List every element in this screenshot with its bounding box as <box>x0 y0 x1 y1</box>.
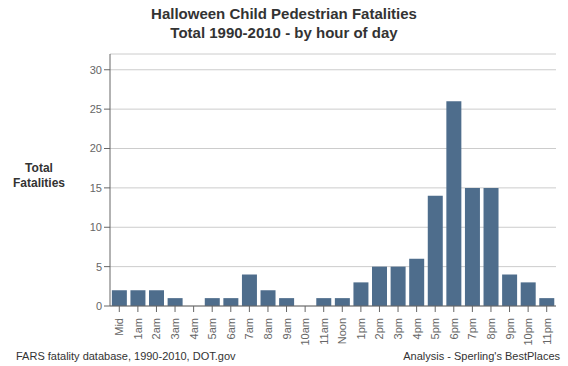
html-text:FARS fatality database, 1990-2: FARS fatality database, 1990-2010, DOT.g… <box>16 350 236 362</box>
svg-text:4am: 4am <box>188 318 200 339</box>
html-text:Analysis - Sperling's BestPlac: Analysis - Sperling's BestPlaces <box>403 350 560 362</box>
svg-text:3pm: 3pm <box>392 318 404 339</box>
svg-text:9pm: 9pm <box>504 318 516 339</box>
svg-text:30: 30 <box>90 64 102 76</box>
svg-text:15: 15 <box>90 182 102 194</box>
svg-text:8am: 8am <box>262 318 274 339</box>
svg-text:10am: 10am <box>299 318 311 346</box>
svg-text:5pm: 5pm <box>429 318 441 339</box>
svg-text:5: 5 <box>96 261 102 273</box>
svg-text:8pm: 8pm <box>485 318 497 339</box>
svg-text:7pm: 7pm <box>466 318 478 339</box>
svg-text:10pm: 10pm <box>522 318 534 346</box>
svg-text:9am: 9am <box>281 318 293 339</box>
svg-text:6pm: 6pm <box>448 318 460 339</box>
svg-text:25: 25 <box>90 103 102 115</box>
svg-text:10: 10 <box>90 221 102 233</box>
svg-text:7am: 7am <box>243 318 255 339</box>
svg-text:Noon: Noon <box>336 318 348 344</box>
svg-text:2am: 2am <box>150 318 162 339</box>
svg-text:1pm: 1pm <box>355 318 367 339</box>
svg-text:2pm: 2pm <box>373 318 385 339</box>
html-text:Fatalities: Fatalities <box>13 176 65 190</box>
svg-text:5am: 5am <box>206 318 218 339</box>
html-text:Halloween Child Pedestrian Fat: Halloween Child Pedestrian Fatalities <box>151 5 417 22</box>
html-text:Total 1990-2010 - by hour of d: Total 1990-2010 - by hour of day <box>170 24 398 41</box>
svg-text:0: 0 <box>96 300 102 312</box>
svg-text:11am: 11am <box>318 318 330 345</box>
svg-text:3am: 3am <box>169 318 181 339</box>
svg-text:1am: 1am <box>132 318 144 339</box>
svg-text:6am: 6am <box>225 318 237 339</box>
svg-text:20: 20 <box>90 142 102 154</box>
svg-text:11pm: 11pm <box>541 318 553 345</box>
html-text:Total: Total <box>25 161 53 175</box>
svg-text:Mid: Mid <box>113 318 125 336</box>
svg-text:4pm: 4pm <box>411 318 423 339</box>
